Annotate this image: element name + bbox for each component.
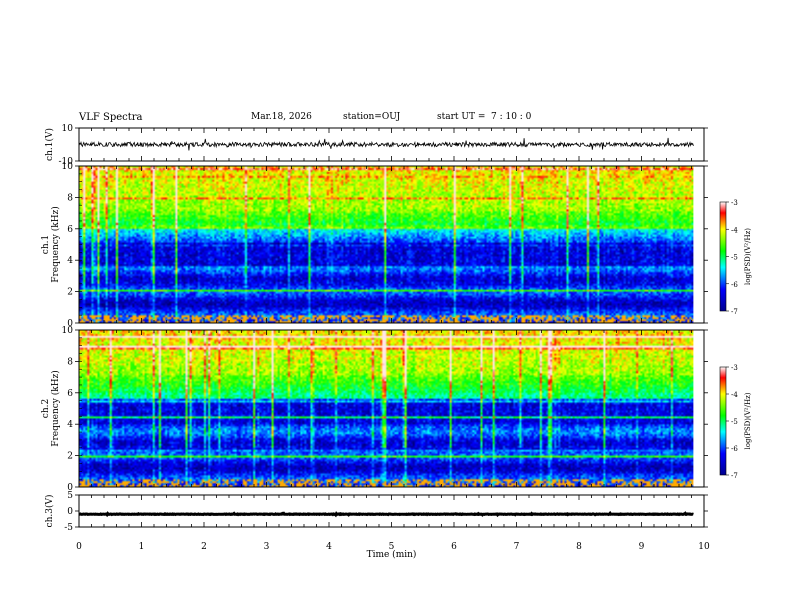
x-tick-label: 6 [451,542,457,552]
y-tick-label: 5 [67,491,73,501]
colorbar-tick-label: -5 [731,254,738,262]
colorbar-label: log(PSD)(V²/Hz) [744,228,752,285]
y-tick-label: -10 [59,157,74,167]
y-tick-label: 6 [67,389,73,399]
x-axis-label: Time (min) [367,549,417,560]
colorbar-tick-label: -6 [731,445,738,453]
x-tick-label: 7 [514,542,520,552]
y-tick-label: 0 [67,483,73,493]
x-tick-label: 5 [389,542,395,552]
colorbar-tick-label: -6 [731,281,738,289]
ch1-spec-ylabel2: Frequency (kHz) [50,206,61,283]
colorbar-tick-label: -3 [731,364,738,372]
y-tick-label: 6 [67,225,73,235]
colorbar-1 [719,201,727,312]
x-tick-label: 8 [576,542,582,552]
header-start-ut-value: 7 : 10 : 0 [491,112,532,122]
ch3-ylabel: ch.3(V) [44,495,55,528]
y-tick-label: 4 [67,256,73,266]
x-tick-label: 2 [201,542,207,552]
ch1-ylabel: ch.1(V) [44,128,55,161]
header-station: station=OUJ [343,112,401,122]
figure-title: VLF Spectra [79,112,143,123]
colorbar-tick-label: -7 [731,472,738,480]
colorbar-tick-label: -3 [731,199,738,207]
colorbar-tick-label: -7 [731,308,738,316]
x-tick-label: 0 [76,542,82,552]
colorbar-2 [719,366,727,476]
x-tick-label: 9 [639,542,645,552]
y-tick-label: 10 [62,124,74,134]
colorbar-label: log(PSD)(V²/Hz) [744,392,752,449]
colorbar-tick-label: -4 [731,391,738,399]
x-tick-label: 10 [698,542,710,552]
y-tick-label: 4 [67,420,73,430]
ch1-spec-ylabel1: ch.1 [41,235,51,254]
colorbar-tick-label: -5 [731,418,738,426]
ch2-spec-ylabel2: Frequency (kHz) [50,370,61,447]
header-start-ut-label: start UT = [437,112,486,122]
colorbar-tick-label: -4 [731,226,738,234]
x-tick-label: 4 [326,542,332,552]
ch2-spectrogram-image [79,330,694,487]
y-tick-label: 0 [67,507,73,517]
y-tick-label: 10 [62,162,74,172]
x-tick-label: 3 [264,542,270,552]
y-tick-label: 2 [67,452,73,462]
y-tick-label: 8 [67,193,73,203]
y-tick-label: 0 [67,319,73,329]
y-tick-label: 8 [67,357,73,367]
x-tick-label: 1 [139,542,145,552]
ch1-trace [78,137,694,151]
ch1-spectrogram-image [79,166,694,323]
y-tick-label: 10 [62,326,74,336]
ch3-trace [78,510,694,518]
y-tick-label: -5 [64,523,73,533]
y-tick-label: 2 [67,288,73,298]
ch2-spec-ylabel1: ch.2 [41,399,51,418]
header-date: Mar.18, 2026 [251,112,312,122]
